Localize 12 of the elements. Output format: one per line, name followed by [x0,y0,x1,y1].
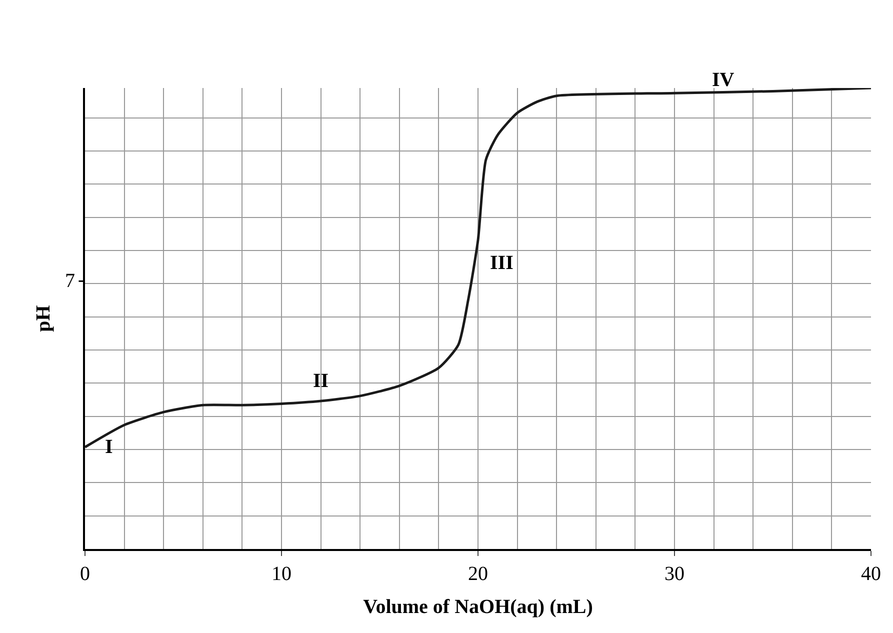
x-tick-label: 10 [272,562,292,585]
annotation: IV [712,69,735,91]
x-tick-label: 30 [664,562,684,585]
text: 7 [65,270,75,292]
annotation: II [313,370,329,392]
x-tick-label: 40 [861,562,881,585]
x-tick-label: 0 [80,562,90,585]
y-axis-title: pH [32,304,54,332]
annotation: III [490,252,514,274]
x-axis-title: Volume of NaOH(aq) (mL) [363,596,593,618]
x-tick-label: 20 [468,562,488,585]
annotation: I [105,436,113,458]
